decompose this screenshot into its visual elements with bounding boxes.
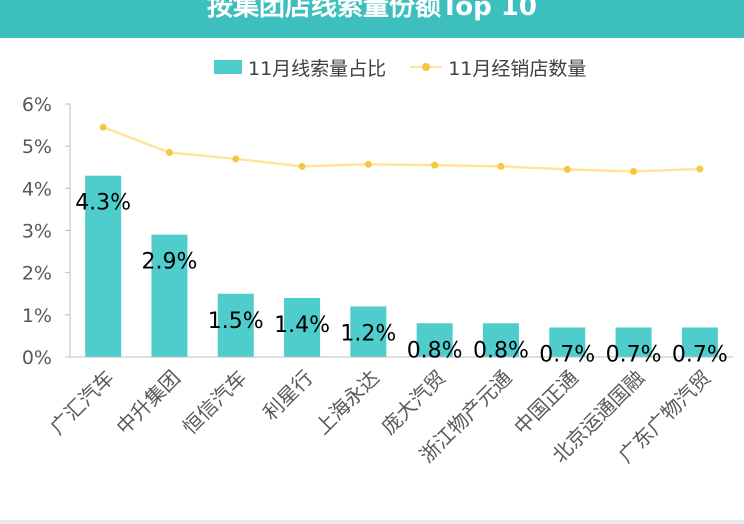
data-label: 0.7%	[672, 342, 728, 367]
legend: 11月线索量占比 11月经销店数量	[214, 54, 586, 80]
data-label: 1.5%	[208, 309, 264, 334]
line-point	[165, 148, 173, 156]
bar	[151, 234, 188, 357]
bar	[549, 327, 586, 357]
x-tick-label: 广汇汽车	[45, 366, 119, 440]
data-label: 1.4%	[274, 313, 330, 338]
title-bar: 按集团店线索量份额Top 10	[0, 0, 744, 38]
x-tick-label: 恒信汽车	[178, 366, 252, 440]
legend-line-label: 11月经销店数量	[448, 57, 587, 80]
bar	[416, 323, 453, 357]
legend-bar-label: 11月线索量占比	[248, 57, 387, 80]
data-label: 2.9%	[141, 250, 197, 275]
y-tick-label: 2%	[22, 263, 52, 285]
data-label: 4.3%	[75, 191, 131, 216]
line-point	[497, 162, 505, 170]
line-point	[696, 165, 704, 173]
line-series	[102, 126, 700, 173]
bar	[350, 306, 387, 357]
bar	[615, 327, 652, 357]
bar	[85, 175, 122, 357]
y-tick-label: 1%	[22, 305, 52, 327]
data-label: 0.7%	[539, 342, 595, 367]
line-point	[99, 123, 107, 131]
data-label: 0.7%	[606, 342, 662, 367]
data-label: 0.8%	[473, 338, 529, 363]
x-tick-label: 利星行	[258, 366, 317, 425]
bar	[681, 327, 718, 357]
line-point	[232, 155, 240, 163]
x-tick-label: 上海永达	[310, 366, 384, 440]
chart-title: 按集团店线索量份额Top 10	[207, 0, 537, 22]
legend-bar-swatch	[214, 60, 242, 74]
y-tick-label: 3%	[22, 221, 52, 243]
line-point	[630, 167, 638, 175]
y-tick-label: 4%	[22, 178, 52, 200]
bar	[284, 297, 321, 357]
line-point	[431, 161, 439, 169]
footer-bar	[0, 520, 744, 524]
bar	[217, 293, 254, 357]
y-tick-label: 5%	[22, 136, 52, 158]
line-point	[298, 162, 306, 170]
legend-line-swatch	[410, 60, 443, 74]
x-tick-label: 中升集团	[111, 366, 185, 440]
line-point	[364, 160, 372, 168]
line-point	[563, 165, 571, 173]
y-tick-label: 0%	[22, 347, 52, 369]
y-tick-label: 6%	[22, 94, 52, 116]
data-label: 0.8%	[407, 338, 463, 363]
data-label: 1.2%	[340, 321, 396, 346]
bar	[482, 323, 519, 357]
